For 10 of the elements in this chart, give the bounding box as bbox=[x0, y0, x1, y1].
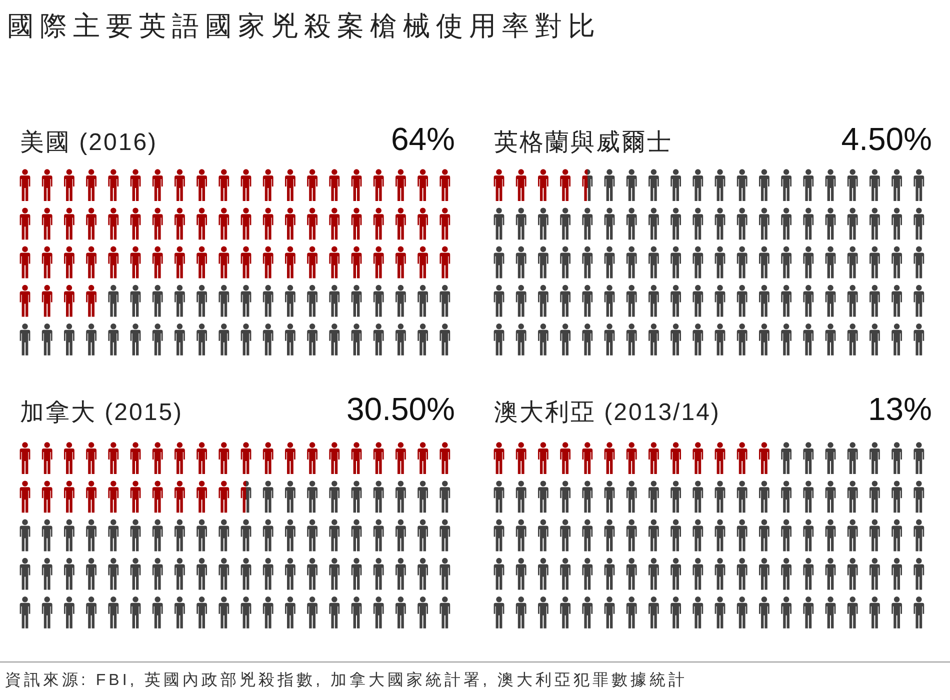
text: 國際主要英語國家兇殺案槍械使用率對比 bbox=[7, 11, 601, 41]
category-label: 英格蘭與威爾士 bbox=[494, 129, 672, 156]
data-label: 13% bbox=[868, 391, 932, 427]
category-label: 澳大利亞 (2013/14) bbox=[494, 399, 720, 426]
text: 資訊來源: FBI, 英國內政部兇殺指數, 加拿大國家統計署, 澳大利亞犯罪數據統計 bbox=[5, 671, 688, 689]
data-label: 30.50% bbox=[346, 391, 455, 427]
category-label: 加拿大 (2015) bbox=[20, 399, 184, 426]
category-label: 美國 (2016) bbox=[20, 129, 158, 156]
data-label: 64% bbox=[390, 121, 455, 157]
data-label: 4.50% bbox=[841, 121, 932, 157]
